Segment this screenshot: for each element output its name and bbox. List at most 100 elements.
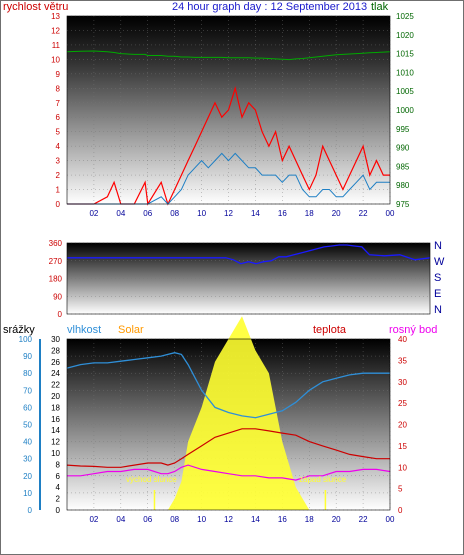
plot-border [66,338,391,511]
compass-label: S [434,272,441,284]
rain-tick-label: 70 [23,386,32,395]
humidity-tick-label: 4 [56,483,61,492]
solar-axis-label: Solar [118,324,144,336]
wind-tick-label: 3 [56,157,61,166]
temperature-tick-label: 10 [398,463,407,472]
x-tick-label: 04 [116,209,125,218]
x-tick-label: 12 [224,209,233,218]
x-tick-label: 00 [386,515,395,524]
wind-tick-label: 1 [56,186,61,195]
rain-humidity-temp-panel: 0102030405060708090100024681012141618202… [19,316,407,524]
pressure-tick-label: 1020 [396,31,414,40]
wind-tick-label: 4 [56,142,61,151]
rain-tick-label: 30 [23,455,32,464]
sunrise-label: východ slunce [126,475,177,484]
humidity-tick-label: 8 [56,460,61,469]
pressure-tick-label: 1015 [396,50,414,59]
x-tick-label: 06 [143,209,152,218]
x-tick-label: 16 [278,209,287,218]
plot-border [66,242,431,315]
humidity-tick-label: 6 [56,472,61,481]
compass-label: N [434,240,442,252]
humidity-tick-label: 26 [51,358,60,367]
temperature-tick-label: 30 [398,378,407,387]
pressure-tick-label: 1000 [396,106,414,115]
wind-tick-label: 12 [51,26,60,35]
rain-tick-label: 90 [23,352,32,361]
rain-tick-label: 80 [23,369,32,378]
humidity-tick-label: 12 [51,438,60,447]
rain-tick-label: 100 [19,335,33,344]
x-tick-label: 10 [197,515,206,524]
temperature-tick-label: 20 [398,421,407,430]
wind-tick-label: 8 [56,84,61,93]
wind-tick-label: 11 [52,41,61,50]
wind-tick-label: 2 [56,171,61,180]
wind-tick-label: 0 [56,200,61,209]
humidity-tick-label: 16 [51,415,60,424]
humidity-tick-label: 14 [51,426,60,435]
x-tick-label: 18 [305,209,314,218]
temperature-tick-label: 0 [398,506,403,515]
pressure-tick-label: 985 [396,162,410,171]
rain-tick-label: 40 [23,438,32,447]
x-tick-label: 14 [251,515,260,524]
humidity-tick-label: 2 [56,495,61,504]
wind-tick-label: 6 [56,113,61,122]
rain-tick-label: 20 [23,472,32,481]
x-tick-label: 00 [386,209,395,218]
rain-tick-label: 50 [23,421,32,430]
humidity-tick-label: 10 [51,449,60,458]
rain-tick-label: 0 [28,506,33,515]
direction-tick-label: 360 [49,239,63,248]
x-tick-label: 08 [170,515,179,524]
pressure-line [66,50,391,61]
x-tick-label: 12 [224,515,233,524]
temperature-tick-label: 15 [398,442,407,451]
wind-speed-line [67,86,390,206]
temperature-line [66,428,390,468]
temperature-tick-label: 5 [398,485,403,494]
humidity-line [66,352,390,419]
wind-tick-label: 13 [51,12,60,21]
compass-label: E [434,288,441,300]
wind-pressure-panel: 0123456789101112139759809859909951000100… [51,12,414,218]
pressure-tick-label: 975 [396,200,410,209]
temperature-tick-label: 40 [398,335,407,344]
x-tick-label: 02 [89,209,98,218]
pressure-tick-label: 1010 [396,68,414,77]
direction-tick-label: 270 [49,257,63,266]
wind-tick-label: 7 [56,99,61,108]
humidity-tick-label: 30 [51,335,60,344]
pressure-tick-label: 990 [396,144,410,153]
x-tick-label: 22 [359,209,368,218]
compass-label: W [434,256,445,268]
wind-tick-label: 5 [56,128,61,137]
x-tick-label: 20 [332,515,341,524]
x-tick-label: 16 [278,515,287,524]
temperature-tick-label: 25 [398,399,407,408]
rain-axis-label: srážky [3,324,35,336]
rain-tick-label: 10 [23,489,32,498]
pressure-axis-label: tlak [371,1,389,13]
wind-tick-label: 9 [56,70,61,79]
wind-tick-label: 10 [51,55,60,64]
humidity-tick-label: 0 [56,506,61,515]
x-tick-label: 14 [251,209,260,218]
wind-direction-line [67,244,431,265]
sunset-label: západ slunce [299,475,347,484]
pressure-tick-label: 980 [396,181,410,190]
humidity-tick-label: 20 [51,392,60,401]
wind-speed-axis-label: rychlost větru [3,1,68,13]
direction-tick-label: 180 [49,275,63,284]
x-tick-label: 10 [197,209,206,218]
pressure-tick-label: 1005 [396,87,414,96]
direction-tick-label: 90 [53,292,62,301]
x-tick-label: 06 [143,515,152,524]
direction-tick-label: 0 [58,310,63,319]
x-tick-label: 22 [359,515,368,524]
pressure-tick-label: 995 [396,125,410,134]
pressure-tick-label: 1025 [396,12,414,21]
humidity-tick-label: 22 [51,381,60,390]
